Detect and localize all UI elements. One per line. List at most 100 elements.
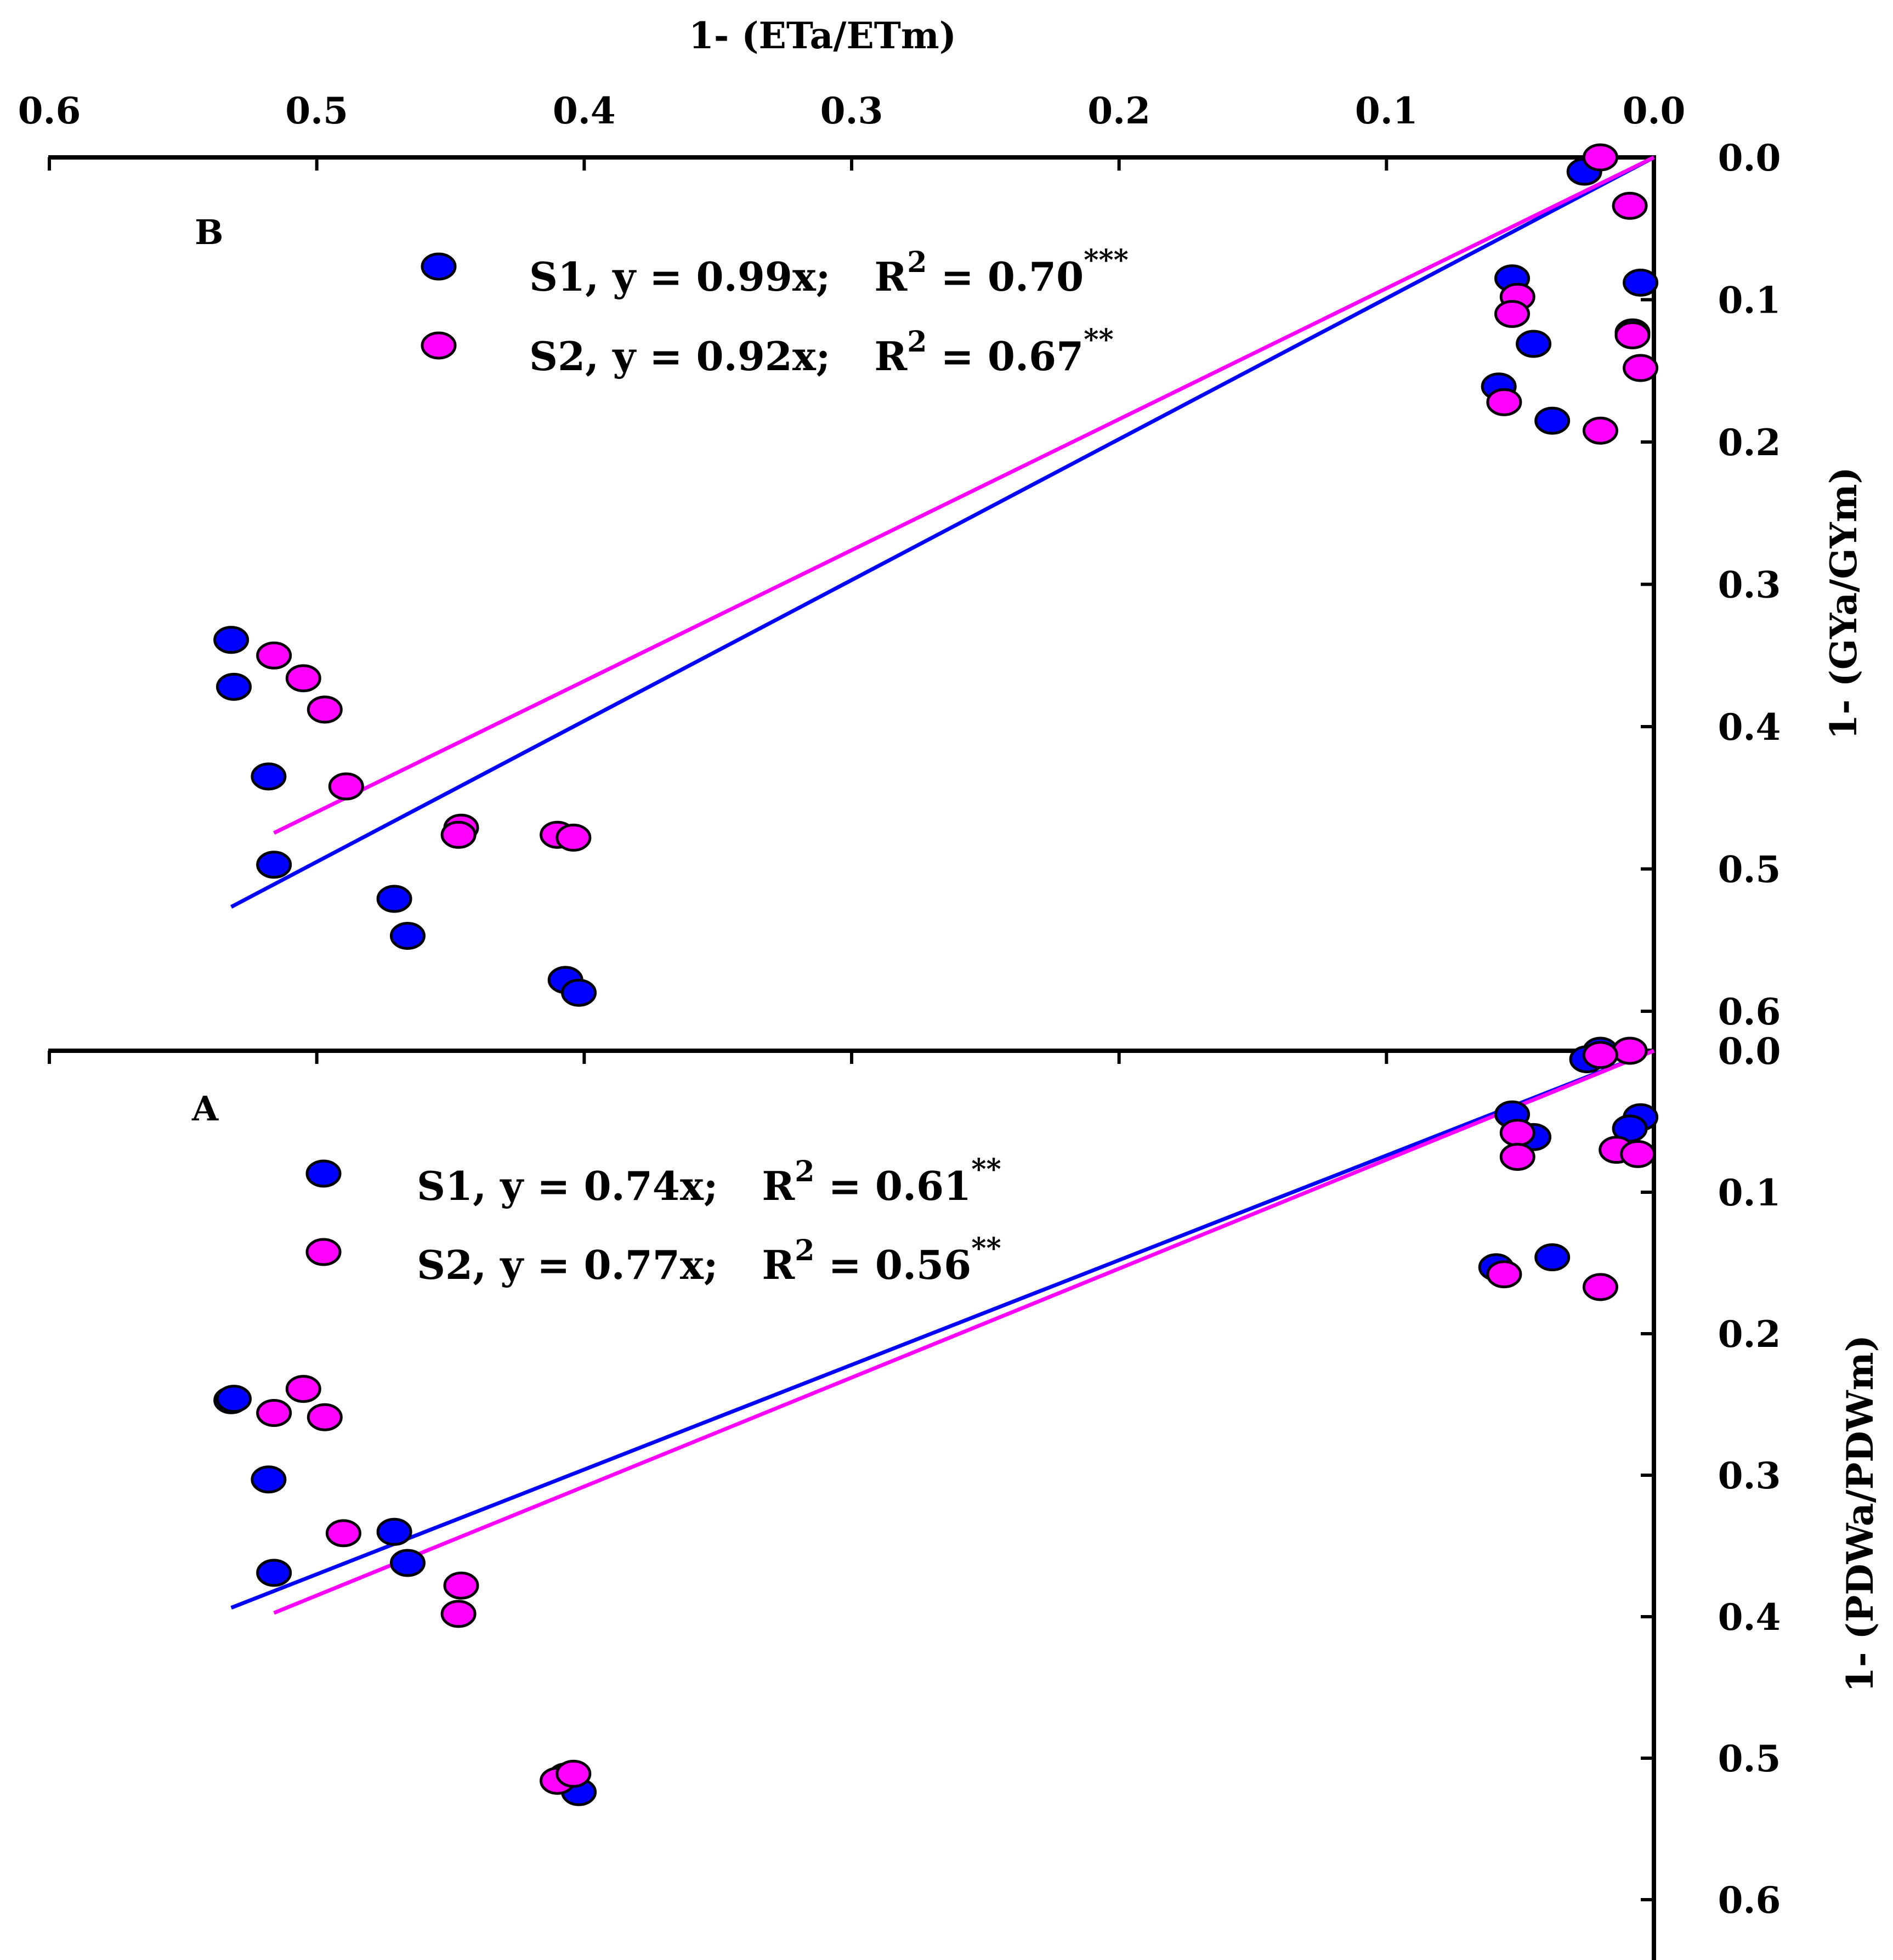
panel-a-legend-s2-r2-sup: 2 xyxy=(795,1234,814,1267)
panel-a-legend-s2-sig: ** xyxy=(971,1232,1001,1265)
panel-a-point-s2 xyxy=(1612,1036,1648,1065)
panel-a-legend: S1, y = 0.74x; R2 = 0.61** S2, y = 0.77x;… xyxy=(305,1153,1001,1288)
panel-b-legend: S1, y = 0.99x; R2 = 0.70*** S2, y = 0.92x… xyxy=(421,243,1129,379)
panel-b-legend-s2: S2, y = 0.92x; R2 = 0.67** xyxy=(529,323,1114,379)
panel-b-point-s1 xyxy=(1623,268,1659,297)
panel-b-point-s2 xyxy=(440,820,477,849)
panel-b-point-s2 xyxy=(1612,191,1648,220)
panel-b-y-tick-label: 0.5 xyxy=(1718,848,1781,891)
panel-b-point-s2 xyxy=(1494,299,1531,328)
panel-b-fit-line-s1 xyxy=(230,155,1655,909)
panel-a: 0.0 0.1 0.2 0.3 0.4 0.5 0.6 A 1- (PDWa/PDWm) S… xyxy=(48,1030,1881,1960)
x-tick-label: 0.4 xyxy=(553,89,616,132)
panel-a-legend-s1-r2-value: = 0.61 xyxy=(814,1163,971,1209)
panel-b-fit-lines xyxy=(230,155,1655,909)
x-tick-label: 0.1 xyxy=(1355,89,1418,132)
panel-a-point-s2 xyxy=(1499,1119,1535,1147)
panel-a-fit-line-s2 xyxy=(273,1049,1655,1615)
panel-b-legend-s2-r2: R xyxy=(874,333,908,379)
panel-a-legend-s2-r2: R xyxy=(762,1242,795,1288)
panel-b-y-tick-label: 0.3 xyxy=(1718,564,1781,607)
panel-b-point-s2 xyxy=(328,772,364,801)
panel-a-point-s1 xyxy=(376,1517,412,1546)
panel-b-legend-s1-r2: R xyxy=(874,253,908,300)
panel-b-legend-s1-r2-sup: 2 xyxy=(907,246,927,279)
panel-a-legend-s1-sig: ** xyxy=(971,1153,1001,1186)
panel-b-point-s2 xyxy=(556,823,592,852)
panel-b-legend-s1-r2-value: = 0.70 xyxy=(927,253,1084,300)
panel-b-legend-s1-eq: S1, y = 0.99x; xyxy=(529,253,830,300)
panel-b-point-s2 xyxy=(1582,416,1618,445)
panel-a-point-s2 xyxy=(1620,1140,1656,1168)
panel-b-y-tick-label: 0.6 xyxy=(1718,990,1781,1033)
panel-a-point-s1 xyxy=(256,1559,292,1587)
panel-b-point-s1 xyxy=(376,885,412,913)
panel-b-point-s2 xyxy=(285,664,321,693)
panel-a-point-s1 xyxy=(216,1385,252,1413)
x-tick-label: 0.5 xyxy=(285,89,348,132)
panel-a-legend-s2-eq: S2, y = 0.77x; xyxy=(417,1242,718,1288)
panel-b-point-s1 xyxy=(213,626,250,654)
panel-a-y-ticks: 0.0 0.1 0.2 0.3 0.4 0.5 0.6 xyxy=(1641,1030,1781,1922)
panel-a-legend-s1-eq: S1, y = 0.74x; xyxy=(417,1163,718,1209)
panel-a-y-tick-label: 0.4 xyxy=(1718,1596,1781,1639)
x-tick-label: 0.6 xyxy=(18,89,81,132)
panel-a-y-tick-label: 0.3 xyxy=(1718,1454,1781,1497)
x-axis-title: 1- (ETa/ETm) xyxy=(689,14,956,57)
panel-a-legend-s1: S1, y = 0.74x; R2 = 0.61** xyxy=(417,1153,1001,1209)
panel-b-legend-s2-r2-value: = 0.67 xyxy=(927,333,1084,379)
panel-b-y-tick-label: 0.2 xyxy=(1718,421,1781,464)
panel-b-point-s1 xyxy=(216,672,252,701)
panel-a-point-s1 xyxy=(251,1465,287,1494)
x-tick-label: 0.2 xyxy=(1087,89,1150,132)
panel-a-fit-line-s1 xyxy=(230,1049,1655,1610)
panel-a-point-s2 xyxy=(307,1403,343,1431)
panel-a-y-tick-label: 0.5 xyxy=(1718,1737,1781,1780)
panel-a-point-s2 xyxy=(1582,1041,1618,1069)
panel-b-fit-line-s2 xyxy=(273,155,1655,835)
panel-a-point-s2 xyxy=(256,1398,292,1427)
panel-a-point-s2 xyxy=(1582,1273,1618,1301)
panel-a-y-tick-label: 0.6 xyxy=(1718,1879,1781,1922)
panel-a-legend-s2-marker xyxy=(305,1238,342,1266)
panel-b-y-tick-label: 0.4 xyxy=(1718,706,1781,749)
panel-b-point-s1 xyxy=(1516,330,1552,358)
panel-a-legend-s2: S2, y = 0.77x; R2 = 0.56** xyxy=(417,1232,1001,1288)
panel-b-point-s2 xyxy=(307,695,343,724)
panel-b-y-tick-label: 0.0 xyxy=(1718,137,1781,179)
panel-b-points xyxy=(213,143,1659,1007)
panel-b-legend-s1-marker xyxy=(421,252,457,281)
panel-b-point-s2 xyxy=(256,641,292,670)
panel-a-y-axis-title: 1- (PDWa/PDWm) xyxy=(1839,1335,1881,1692)
panel-b-point-s1 xyxy=(256,851,292,879)
panel-a-label: A xyxy=(191,1089,219,1129)
panel-b-point-s2 xyxy=(1623,354,1659,382)
panel-a-point-s2 xyxy=(556,1759,592,1788)
panel-a-point-s2 xyxy=(285,1375,321,1403)
panel-b-point-s1 xyxy=(1534,406,1571,435)
panel-b-point-s2 xyxy=(1614,321,1651,349)
panel-a-legend-s1-marker xyxy=(305,1159,342,1188)
panel-a-point-s2 xyxy=(1486,1260,1522,1289)
panel-a-points xyxy=(213,1036,1659,1806)
panel-a-point-s2 xyxy=(1499,1143,1535,1171)
panel-b-point-s1 xyxy=(251,762,287,791)
panel-a-legend-s2-r2-value: = 0.56 xyxy=(814,1242,971,1288)
panel-a-y-tick-label: 0.2 xyxy=(1718,1313,1781,1356)
panel-a-point-s1 xyxy=(1534,1243,1571,1272)
panel-a-y-tick-label: 0.1 xyxy=(1718,1171,1781,1214)
panel-b-y-ticks: 0.0 0.1 0.2 0.3 0.4 0.5 0.6 xyxy=(1641,137,1781,1033)
panel-b-legend-s2-eq: S2, y = 0.92x; xyxy=(529,333,830,379)
panel-b-x-ticks xyxy=(48,157,1656,171)
panel-b-point-s2 xyxy=(1486,388,1522,416)
panel-a-y-tick-label: 0.0 xyxy=(1718,1030,1781,1073)
panel-b-legend-s1: S1, y = 0.99x; R2 = 0.70*** xyxy=(529,243,1129,300)
panel-b-point-s1 xyxy=(389,921,426,950)
panel-a-x-ticks xyxy=(48,1051,1656,1064)
x-tick-labels: 0.6 0.5 0.4 0.3 0.2 0.1 0.0 xyxy=(18,89,1686,132)
panel-a-legend-s1-r2-sup: 2 xyxy=(795,1155,814,1188)
x-tick-label: 0.3 xyxy=(820,89,883,132)
panel-b-y-tick-label: 0.1 xyxy=(1718,279,1781,322)
x-tick-label: 0.0 xyxy=(1623,89,1686,132)
panel-b-legend-s1-sig: *** xyxy=(1084,243,1129,277)
